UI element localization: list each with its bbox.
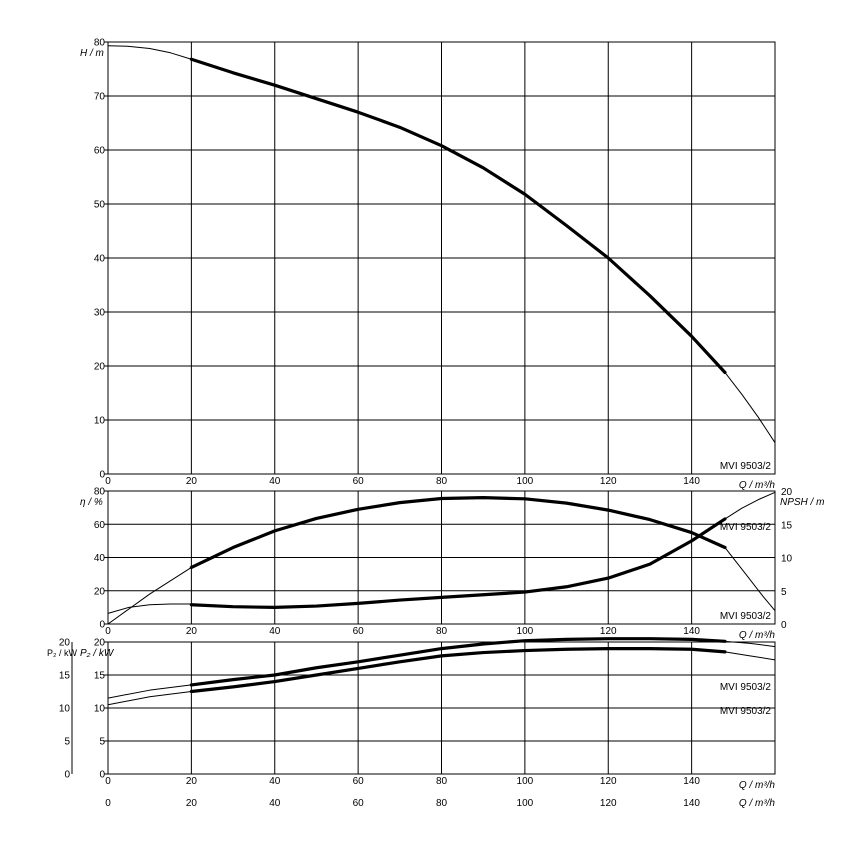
head-x-tick-label: 60 [353, 476, 365, 487]
efficiency_npsh-x-tick-label: 120 [600, 626, 617, 637]
head-x-tick-label: 40 [269, 476, 281, 487]
power-x-tick-label: 40 [269, 776, 281, 787]
power-outer-y-tick-label: 20 [59, 638, 71, 649]
power-x-axis-label: Q / m³/h [739, 780, 776, 791]
efficiency_npsh-y2-tick-label: 10 [781, 554, 793, 565]
efficiency_npsh-x-tick-label: 80 [436, 626, 448, 637]
efficiency_npsh-x-tick-label: 0 [105, 626, 111, 637]
power-x-tick-label: 140 [683, 776, 700, 787]
bottom-axis-label: Q / m³/h [739, 798, 776, 809]
head-y-tick-label: 30 [94, 308, 106, 319]
bottom-axis-tick-label: 60 [353, 798, 365, 809]
power-x-tick-label: 80 [436, 776, 448, 787]
efficiency_npsh-series-bold-line-1 [189, 496, 727, 570]
power-y-axis-label: P₂ / kW [80, 648, 115, 659]
head-series-thin-line-2 [724, 371, 776, 444]
efficiency_npsh-y2-tick-label: 0 [781, 620, 787, 631]
head-x-axis-label: Q / m³/h [739, 480, 776, 491]
head-y-tick-label: 80 [94, 38, 106, 49]
efficiency_npsh-x-tick-label: 140 [683, 626, 700, 637]
power-outer-y-tick-label: 0 [64, 770, 70, 781]
efficiency_npsh-y-tick-label: 60 [94, 520, 106, 531]
bottom-axis-tick-label: 40 [269, 798, 281, 809]
efficiency_npsh-series-thin-line-3 [107, 603, 192, 614]
power-y-tick-label: 5 [99, 737, 105, 748]
head-series-bold-line-1 [189, 57, 727, 375]
bottom-axis-tick-label: 140 [683, 798, 700, 809]
power-series-bold-line-4 [189, 647, 727, 694]
power-outer-y-axis-label: P₂ / kW [47, 648, 77, 658]
head-y-tick-label: 50 [94, 200, 106, 211]
power-outer-y-tick-label: 10 [59, 704, 71, 715]
power-y-tick-label: 15 [94, 671, 106, 682]
power-outer-y-tick-label: 15 [59, 671, 71, 682]
power-outer-y-tick-label: 5 [64, 737, 70, 748]
head-y-tick-label: 40 [94, 254, 106, 265]
efficiency_npsh-x-tick-label: 100 [517, 626, 534, 637]
efficiency_npsh-y-tick-label: 20 [94, 586, 106, 597]
power-series-thin-line-5 [724, 651, 776, 661]
head-curve-label: MVI 9503/2 [720, 461, 772, 472]
head-x-tick-label: 0 [105, 476, 111, 487]
bottom-axis-tick-label: 0 [105, 798, 111, 809]
head-x-tick-label: 20 [186, 476, 198, 487]
efficiency_npsh-y2-tick-label: 20 [781, 487, 793, 498]
head-x-tick-label: 140 [683, 476, 700, 487]
efficiency_npsh-series-thin-line-5 [724, 491, 776, 520]
power-x-tick-label: 20 [186, 776, 198, 787]
efficiency_npsh-series-thin-line-2 [724, 547, 776, 612]
power-x-tick-label: 60 [353, 776, 365, 787]
efficiency_npsh-y-axis-label: η / % [80, 497, 103, 508]
head-y-tick-label: 60 [94, 146, 106, 157]
head-series-thin-line-0 [107, 45, 192, 60]
efficiency_npsh-y-tick-label: 40 [94, 553, 106, 564]
efficiency_npsh-x-tick-label: 60 [353, 626, 365, 637]
power-curve-label-top: MVI 9503/2 [720, 682, 772, 693]
npsh-curve-label: MVI 9503/2 [720, 611, 772, 622]
efficiency_npsh-x-tick-label: 20 [186, 626, 198, 637]
power-series-thin-line-2 [724, 640, 776, 648]
bottom-axis-tick-label: 20 [186, 798, 198, 809]
power-curve-label-bottom: MVI 9503/2 [720, 706, 772, 717]
efficiency_npsh-x-axis-label: Q / m³/h [739, 630, 776, 641]
head-x-tick-label: 100 [517, 476, 534, 487]
head-y-tick-label: 0 [99, 470, 105, 481]
efficiency_npsh-y-tick-label: 0 [99, 620, 105, 631]
power-x-tick-label: 100 [517, 776, 534, 787]
efficiency_npsh-series-bold-line-4 [189, 517, 727, 609]
efficiency_npsh-y2-tick-label: 5 [781, 587, 787, 598]
power-y-tick-label: 20 [94, 638, 106, 649]
bottom-axis-tick-label: 80 [436, 798, 448, 809]
power-series-bold-line-1 [189, 637, 727, 687]
head-y-tick-label: 20 [94, 362, 106, 373]
efficiency_npsh-y2-axis-label: NPSH / m [780, 497, 824, 508]
power-y-tick-label: 0 [99, 770, 105, 781]
power-series-thin-line-0 [107, 684, 192, 699]
efficiency_npsh-y2-tick-label: 15 [781, 520, 793, 531]
bottom-axis-tick-label: 120 [600, 798, 617, 809]
efficiency_npsh-x-tick-label: 40 [269, 626, 281, 637]
power-series-thin-line-3 [107, 691, 192, 706]
power-x-tick-label: 120 [600, 776, 617, 787]
head-x-tick-label: 120 [600, 476, 617, 487]
efficiency_npsh-series-thin-line-0 [107, 566, 192, 625]
bottom-axis-tick-label: 100 [517, 798, 534, 809]
efficiency_npsh-y-tick-label: 80 [94, 487, 106, 498]
power-y-tick-label: 10 [94, 704, 106, 715]
efficiency-curve-label: MVI 9503/2 [720, 522, 772, 533]
head-y-tick-label: 10 [94, 416, 106, 427]
head-x-tick-label: 80 [436, 476, 448, 487]
head-y-axis-label: H / m [80, 48, 104, 59]
head-y-tick-label: 70 [94, 92, 106, 103]
power-x-tick-label: 0 [105, 776, 111, 787]
